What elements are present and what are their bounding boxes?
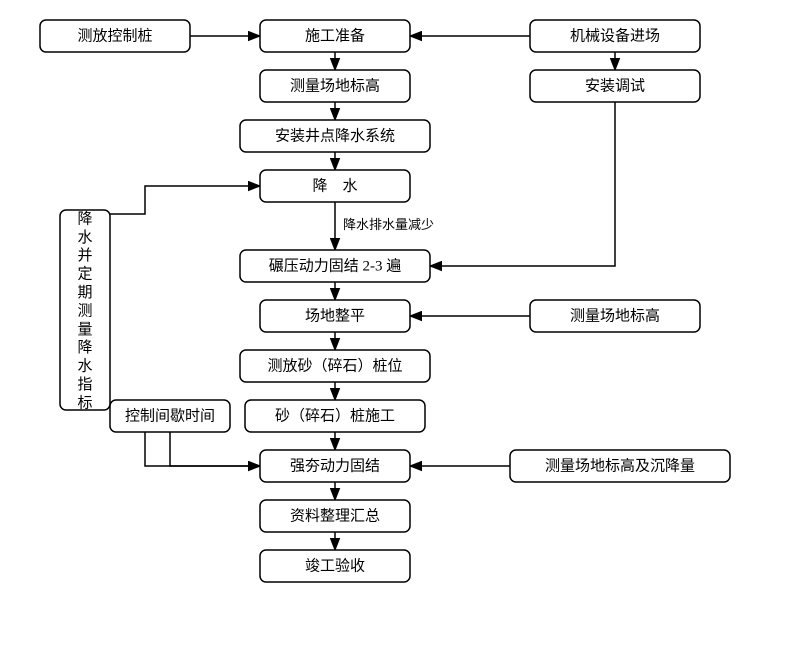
edge-6-label: 降水排水量减少 [343, 217, 434, 232]
node-n_side-char-10: 标 [77, 394, 92, 411]
node-n_measure3: 测量场地标高及沉降量 [510, 450, 730, 482]
node-n_top_left: 测放控制桩 [40, 20, 190, 52]
node-n_tamp-label: 强夯动力固结 [290, 457, 380, 474]
edge-7 [430, 102, 615, 266]
node-n_side-char-6: 量 [77, 322, 92, 338]
node-n_ctrl_gap-label: 控制间歇时间 [125, 407, 215, 424]
node-n_side-char-9: 指 [77, 376, 92, 393]
node-n_pile_work: 砂（碎石）桩施工 [245, 400, 425, 432]
node-n_top_right-label: 机械设备进场 [570, 27, 660, 44]
node-n_ctrl_gap: 控制间歇时间 [110, 400, 230, 432]
node-n_top_mid: 施工准备 [260, 20, 410, 52]
node-n_pile_pos: 测放砂（碎石）桩位 [240, 350, 430, 382]
node-n_level: 场地整平 [260, 300, 410, 332]
node-n_side-char-7: 降 [77, 339, 92, 356]
node-n_measure1-label: 测量场地标高 [290, 77, 380, 94]
node-n_install_dbg: 安装调试 [530, 70, 700, 102]
node-n_summary-label: 资料整理汇总 [290, 507, 380, 524]
node-n_side-char-4: 期 [77, 284, 92, 301]
nodes-layer: 测放控制桩施工准备机械设备进场测量场地标高安装调试安装井点降水系统降 水碾压动力… [40, 20, 730, 582]
node-n_pile_pos-label: 测放砂（碎石）桩位 [267, 357, 402, 374]
node-n_pile_work-label: 砂（碎石）桩施工 [275, 407, 395, 424]
node-n_tamp: 强夯动力固结 [260, 450, 410, 482]
edge-18 [170, 432, 260, 466]
node-n_measure3-label: 测量场地标高及沉降量 [545, 457, 695, 474]
node-n_top_mid-label: 施工准备 [305, 27, 365, 44]
node-n_accept-label: 竣工验收 [305, 557, 365, 574]
node-n_top_right: 机械设备进场 [530, 20, 700, 52]
node-n_accept: 竣工验收 [260, 550, 410, 582]
node-n_top_left-label: 测放控制桩 [77, 27, 152, 44]
node-n_side-char-8: 水 [77, 358, 92, 375]
node-n_side-char-0: 降 [77, 210, 92, 227]
node-n_measure1: 测量场地标高 [260, 70, 410, 102]
edge-16 [110, 186, 260, 214]
node-n_side-char-3: 定 [77, 266, 92, 283]
node-n_side-char-5: 测 [77, 302, 92, 319]
node-n_side: 降水并定期测量降水指标 [60, 210, 110, 411]
node-n_precip: 降 水 [260, 170, 410, 202]
node-n_measure2: 测量场地标高 [530, 300, 700, 332]
node-n_side-char-2: 并 [77, 247, 92, 264]
flowchart: 降水排水量减少 测放控制桩施工准备机械设备进场测量场地标高安装调试安装井点降水系… [0, 0, 800, 665]
node-n_level-label: 场地整平 [305, 307, 365, 324]
node-n_install_sys: 安装井点降水系统 [240, 120, 430, 152]
node-n_side-char-1: 水 [77, 229, 92, 246]
node-n_roll-label: 碾压动力固结 2-3 遍 [269, 257, 402, 274]
node-n_install_sys-label: 安装井点降水系统 [275, 127, 395, 144]
node-n_measure2-label: 测量场地标高 [570, 307, 660, 324]
node-n_install_dbg-label: 安装调试 [585, 77, 645, 94]
node-n_roll: 碾压动力固结 2-3 遍 [240, 250, 430, 282]
node-n_summary: 资料整理汇总 [260, 500, 410, 532]
node-n_precip-label: 降 水 [312, 177, 357, 194]
